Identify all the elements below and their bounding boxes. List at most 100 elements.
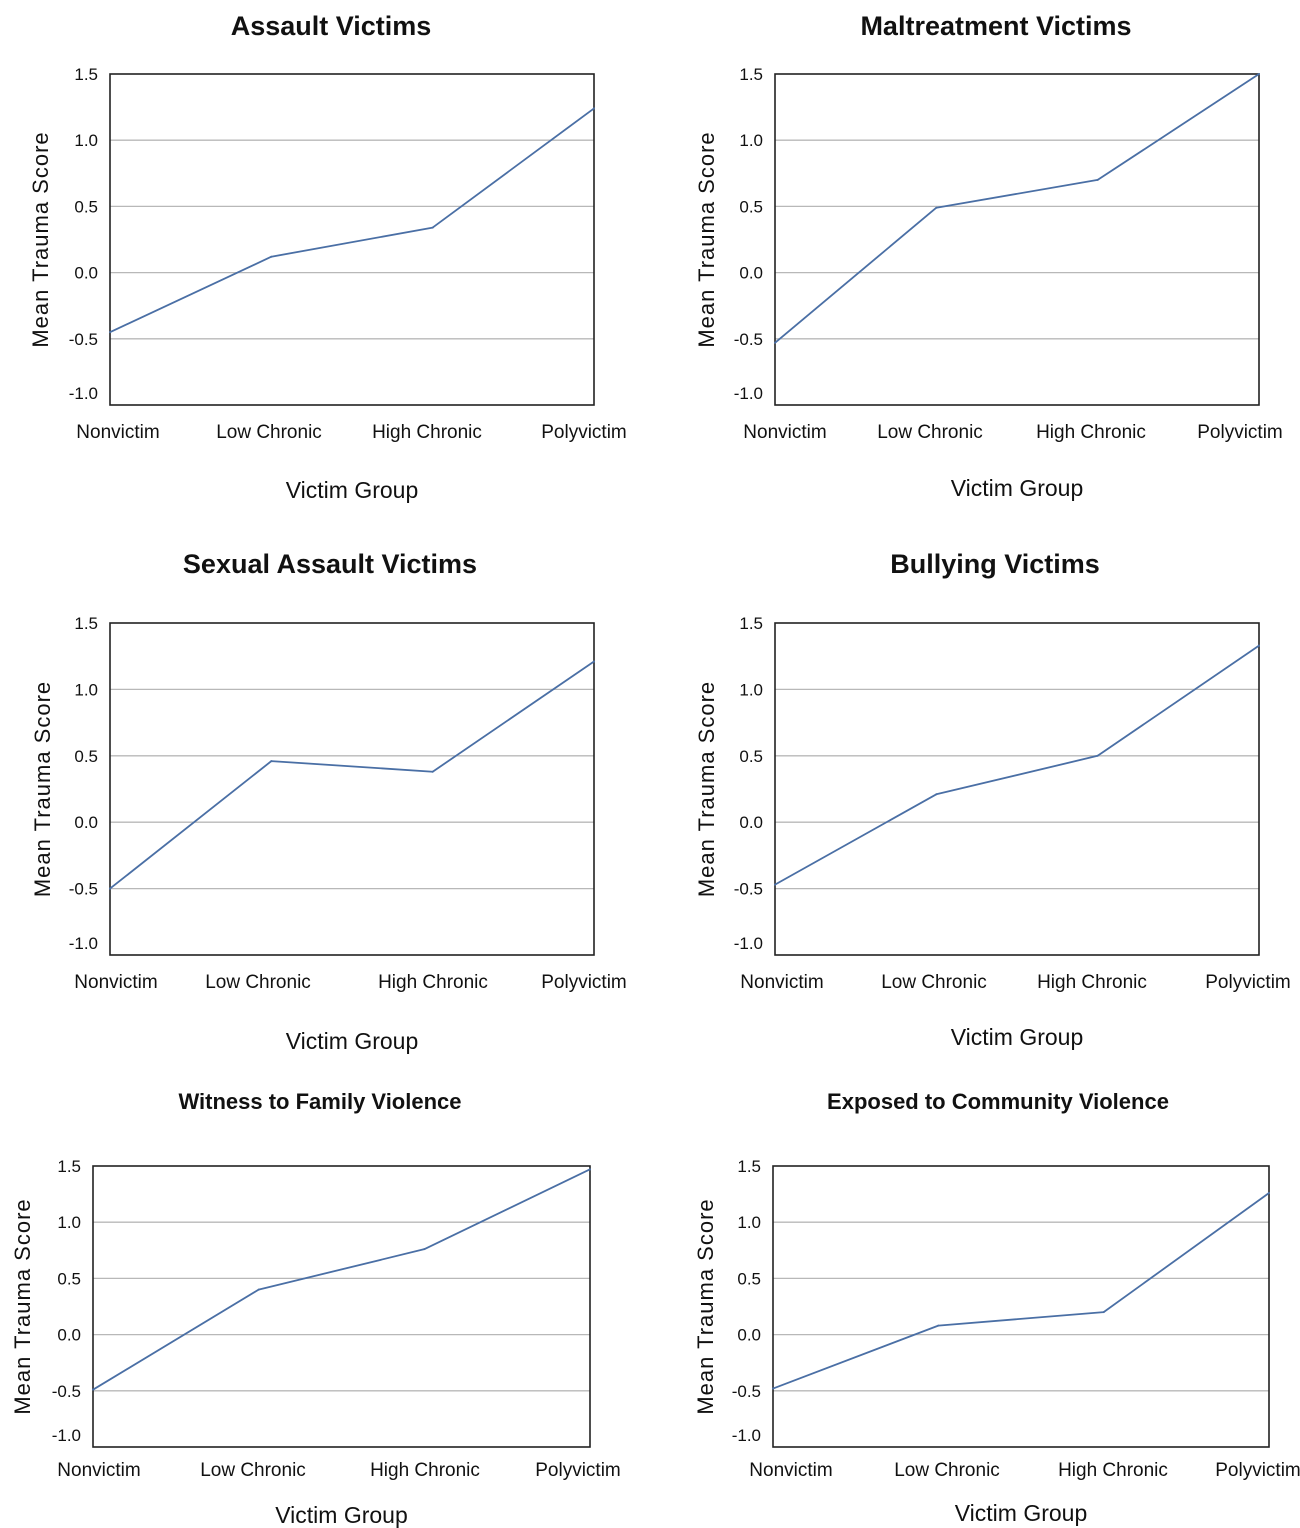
x-axis-label: Victim Group [275,1502,408,1528]
data-point [774,341,776,344]
y-tick-label: 1.0 [57,1213,81,1232]
data-point [1258,644,1260,647]
x-tick-label: Low Chronic [205,972,311,993]
chart-title: Witness to Family Violence [178,1089,461,1114]
x-tick-label: Low Chronic [894,1460,1000,1481]
x-tick-label: Nonvictim [743,422,826,443]
y-tick-label: 0.0 [74,264,98,283]
data-point [935,206,938,209]
data-point [423,1248,426,1251]
y-tick-label: 0.5 [739,197,763,216]
y-axis-label: Mean Trauma Score [694,681,719,897]
data-point [92,1388,94,1391]
data-point [935,793,938,796]
y-tick-label: 0.5 [57,1269,81,1288]
y-tick-label: 0.0 [74,813,98,832]
chart-title: Sexual Assault Victims [183,549,477,579]
y-tick-label: 0.5 [739,747,763,766]
x-tick-label: Nonvictim [57,1460,140,1481]
y-tick-label: 1.0 [74,131,98,150]
data-point [1258,73,1260,75]
chart-panel: Sexual Assault Victims 1.5 1.0 0.5 0.0 -0.5 -1… [30,549,627,1054]
chart-title: Bullying Victims [890,549,1100,579]
data-point [1096,754,1099,757]
y-tick-label: 1.0 [737,1213,761,1232]
series-line [109,107,595,333]
chart-panel: Exposed to Community Violence 1.5 1.0 0.5 0.… [693,1089,1300,1526]
y-tick-label: 0.5 [74,747,98,766]
y-axis-label: Mean Trauma Score [28,131,53,347]
y-tick-label: 0.0 [739,264,763,283]
data-point [774,883,776,886]
x-axis-label: Victim Group [286,477,419,503]
y-tick-label: -0.5 [734,880,763,899]
data-point [937,1324,940,1327]
y-tick-label: 1.5 [74,614,98,633]
x-tick-label: Polyvictim [541,422,627,443]
y-tick-label: 1.5 [57,1157,81,1176]
plot-frame [772,1165,1270,1448]
x-tick-label: Polyvictim [1197,422,1283,443]
chart-panel: Witness to Family Violence 1.5 1.0 0.5 0.0 -0… [10,1089,621,1528]
data-point [1102,1311,1105,1314]
y-tick-label: 1.5 [739,65,763,84]
y-tick-label: -1.0 [732,1426,761,1445]
data-point [109,331,111,334]
x-tick-label: High Chronic [370,1460,480,1481]
series-line [774,644,1260,886]
y-tick-label: 0.0 [57,1326,81,1345]
y-axis-label: Mean Trauma Score [30,681,55,897]
x-tick-label: High Chronic [1036,422,1146,443]
x-tick-label: Low Chronic [200,1460,306,1481]
y-tick-label: 0.5 [737,1269,761,1288]
y-tick-label: 1.0 [739,131,763,150]
y-tick-label: -1.0 [69,384,98,403]
x-tick-label: Polyvictim [535,1460,621,1481]
y-tick-label: -1.0 [734,934,763,953]
y-tick-label: 1.5 [74,65,98,84]
data-point [772,1387,774,1390]
chart-title: Maltreatment Victims [860,11,1131,41]
x-tick-label: Nonvictim [74,972,157,993]
plot-frame [109,73,595,406]
x-tick-label: Polyvictim [1215,1460,1300,1481]
x-tick-label: Nonvictim [749,1460,832,1481]
x-tick-label: Nonvictim [76,422,159,443]
chart-title: Assault Victims [231,11,432,41]
x-tick-label: Nonvictim [740,972,823,993]
data-point [593,107,595,110]
x-axis-label: Victim Group [951,475,1084,501]
y-tick-label: 0.0 [739,813,763,832]
x-tick-label: High Chronic [372,422,482,443]
y-axis-label: Mean Trauma Score [10,1198,35,1414]
y-tick-label: 0.5 [74,197,98,216]
series-line [109,660,595,890]
plot-frame [774,73,1260,406]
chart-panel: Maltreatment Victims 1.5 1.0 0.5 0.0 -0.5 -1.0… [694,11,1283,501]
data-point [109,887,111,890]
y-tick-label: -0.5 [69,330,98,349]
y-tick-label: -0.5 [69,880,98,899]
data-point [593,660,595,663]
x-tick-label: High Chronic [378,972,488,993]
x-tick-label: Polyvictim [1205,972,1291,993]
data-point [1096,178,1099,181]
y-tick-label: 1.0 [739,680,763,699]
x-tick-label: Low Chronic [877,422,983,443]
data-point [270,760,273,763]
x-axis-label: Victim Group [286,1028,419,1054]
x-tick-label: Polyvictim [541,972,627,993]
series-line [92,1168,591,1391]
series-line [772,1192,1270,1390]
chart-panel: Bullying Victims 1.5 1.0 0.5 0.0 -0.5 -1.0 Mean… [694,549,1291,1050]
plot-frame [774,622,1260,956]
x-axis-label: Victim Group [955,1500,1088,1526]
plot-frame [92,1165,591,1448]
y-tick-label: 1.0 [74,680,98,699]
x-tick-label: Low Chronic [881,972,987,993]
x-tick-label: High Chronic [1058,1460,1168,1481]
x-tick-label: Low Chronic [216,422,322,443]
data-point [257,1288,260,1291]
series-line [774,73,1260,344]
